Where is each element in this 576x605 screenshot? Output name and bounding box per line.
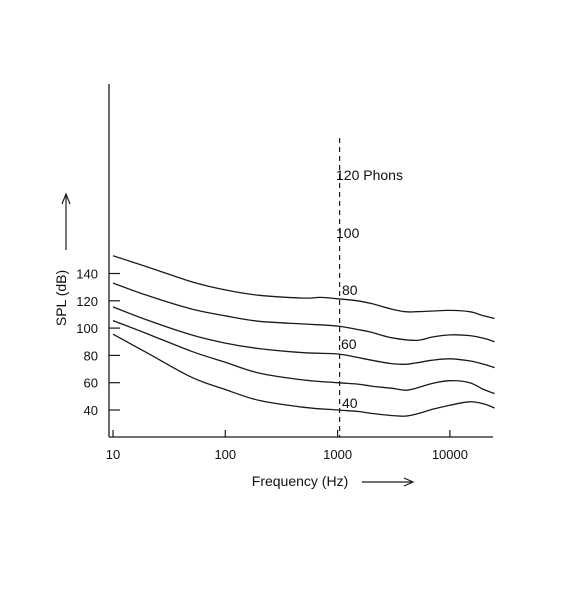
curve-label: 120 Phons xyxy=(336,167,403,183)
y-tick-label: 120 xyxy=(76,294,98,309)
curve-label: 100 xyxy=(336,225,360,241)
y-tick-label: 140 xyxy=(76,267,98,282)
curve-line xyxy=(112,319,495,395)
curves-group xyxy=(112,255,495,417)
y-tick-label: 80 xyxy=(84,348,98,363)
y-axis-title-group: SPL (dB) xyxy=(53,192,71,326)
y-ticks-group: 40 60 80 100 120 140 xyxy=(76,267,120,418)
y-tick-label: 100 xyxy=(76,321,98,336)
curve-line xyxy=(112,306,495,369)
x-ticks-group: 10 100 1000 10000 xyxy=(106,430,468,462)
x-tick-label: 100 xyxy=(214,447,236,462)
curve-label: 60 xyxy=(341,336,357,352)
x-tick-label: 10 xyxy=(106,447,120,462)
x-axis-title-group: Frequency (Hz) xyxy=(252,473,415,489)
curve-line xyxy=(112,282,495,343)
curve-line xyxy=(112,255,495,320)
x-arrow-head-icon xyxy=(403,477,415,487)
y-arrow-head-icon xyxy=(61,192,71,205)
x-tick-label: 10000 xyxy=(432,447,468,462)
y-tick-label: 60 xyxy=(84,376,98,391)
curve-line xyxy=(112,333,495,417)
x-axis-title: Frequency (Hz) xyxy=(252,473,348,489)
y-axis-title: SPL (dB) xyxy=(53,270,69,326)
x-tick-label: 1000 xyxy=(323,447,352,462)
curve-label: 80 xyxy=(342,282,358,298)
y-tick-label: 40 xyxy=(84,403,98,418)
curve-label: 40 xyxy=(342,395,358,411)
curve-labels-group: 120 Phons 100 80 60 40 xyxy=(336,167,403,411)
